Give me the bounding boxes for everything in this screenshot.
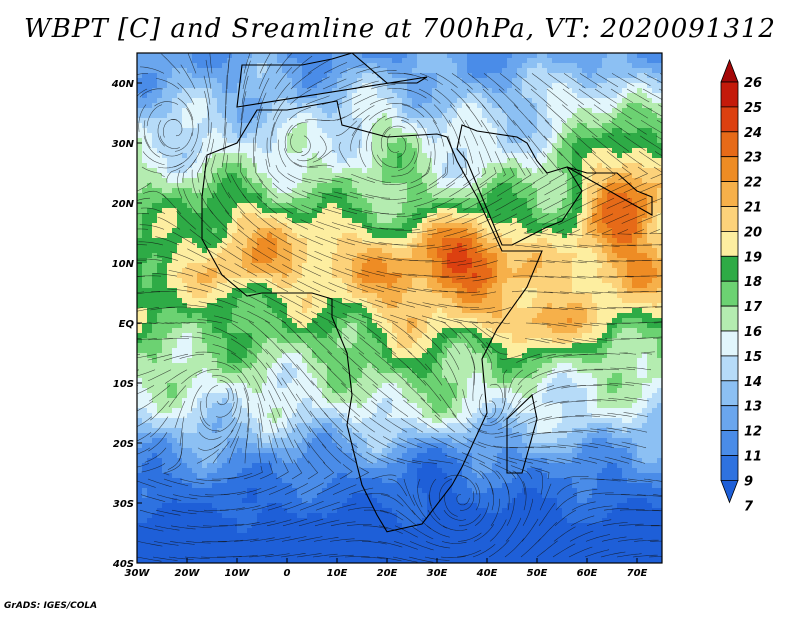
colorbar-swatch — [720, 181, 739, 207]
colorbar-label: 25 — [744, 101, 762, 116]
longitude-axis: 30W 20W 10W 0 10E 20E 30E 40E 50E 60E 70E — [125, 558, 648, 579]
colorbar-label: 21 — [744, 201, 762, 216]
lon-tick-label: 0 — [284, 568, 291, 579]
colorbar-swatch — [720, 131, 739, 158]
lat-tick-label: 20N — [112, 199, 135, 210]
lat-tick-label: EQ — [119, 319, 135, 330]
colorbar-swatch — [720, 430, 739, 456]
lat-tick-label: 30N — [112, 139, 135, 150]
colorbar: 26 25 24 23 22 21 20 19 18 17 16 15 14 13 12 11 9 7 — [720, 58, 763, 514]
south-asia-coastline — [566, 166, 653, 216]
lat-tick-label: 20S — [113, 439, 134, 450]
africa-coastline — [201, 100, 543, 533]
lon-tick-label: 30E — [427, 568, 448, 579]
wbpt-shaded-field — [137, 53, 662, 563]
colorbar-label: 16 — [744, 325, 762, 340]
colorbar-label: 14 — [744, 375, 762, 390]
lon-tick-label: 20E — [377, 568, 398, 579]
lon-tick-label: 30W — [125, 568, 151, 579]
colorbar-label: 22 — [744, 176, 762, 191]
map-title: WBPT [C] and Sreamline at 700hPa, VT: 20… — [24, 14, 776, 44]
coastlines-borders — [201, 53, 653, 533]
lat-tick-label: 10S — [113, 379, 134, 390]
europe-coastline — [236, 53, 428, 108]
lat-tick-label: 40S — [112, 559, 134, 570]
colorbar-swatch — [720, 156, 739, 182]
madagascar-coastline — [506, 393, 538, 474]
colorbar-swatch — [720, 106, 739, 133]
colorbar-swatch — [720, 405, 739, 432]
colorbar-swatch — [720, 206, 739, 232]
colorbar-top-arrow — [720, 58, 739, 83]
lon-tick-label: 10W — [225, 568, 251, 579]
colorbar-swatch — [720, 255, 739, 282]
colorbar-swatch — [720, 455, 739, 481]
lon-tick-label: 10E — [327, 568, 348, 579]
colorbar-swatch — [720, 81, 739, 108]
colorbar-label: 18 — [744, 275, 762, 290]
colorbar-label: 17 — [744, 300, 763, 315]
lon-tick-label: 70E — [627, 568, 648, 579]
latitude-axis: 40N 30N 20N 10N EQ 10S 20S 30S 40S — [111, 79, 142, 570]
streamlines — [137, 53, 662, 563]
colorbar-bottom-arrow — [720, 479, 739, 504]
colorbar-label: 11 — [744, 450, 762, 465]
grads-credit: GrADS: IGES/COLA — [4, 601, 98, 611]
colorbar-label: 26 — [744, 76, 762, 91]
colorbar-label: 19 — [744, 250, 762, 265]
lat-tick-label: 10N — [112, 259, 135, 270]
lat-tick-label: 40N — [111, 79, 135, 90]
colorbar-label: 9 — [744, 474, 753, 489]
lon-tick-label: 60E — [577, 568, 598, 579]
colorbar-label: 7 — [744, 499, 754, 514]
colorbar-label: 13 — [744, 400, 762, 415]
lon-tick-label: 40E — [476, 568, 498, 579]
colorbar-label: 15 — [744, 350, 762, 365]
colorbar-swatch — [720, 280, 739, 307]
colorbar-swatch — [720, 330, 739, 357]
colorbar-label: 20 — [744, 225, 762, 240]
lon-tick-label: 50E — [527, 568, 548, 579]
lat-tick-label: 30S — [113, 499, 134, 510]
colorbar-label: 23 — [744, 151, 762, 166]
arabia-coastline — [456, 124, 583, 246]
colorbar-swatch — [720, 380, 739, 407]
colorbar-swatch — [720, 305, 739, 332]
plot-frame — [136, 52, 663, 564]
colorbar-swatch — [720, 355, 739, 382]
colorbar-label: 24 — [744, 126, 762, 141]
colorbar-swatch — [720, 230, 739, 257]
lon-tick-label: 20W — [175, 568, 201, 579]
colorbar-label: 12 — [744, 425, 762, 440]
